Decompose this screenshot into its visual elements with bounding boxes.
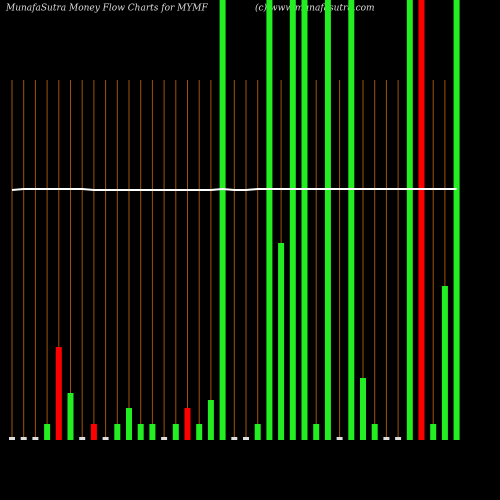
bar xyxy=(207,400,214,440)
bar xyxy=(441,286,448,440)
bar xyxy=(44,424,51,440)
bar xyxy=(336,437,343,440)
bar xyxy=(9,437,15,440)
bar xyxy=(55,347,62,440)
bar xyxy=(254,424,261,440)
bar xyxy=(301,0,308,440)
bar xyxy=(126,408,132,440)
bar xyxy=(137,424,144,440)
bar xyxy=(90,424,97,440)
bar xyxy=(231,437,238,440)
bar xyxy=(418,0,425,440)
bar xyxy=(67,393,74,440)
bar xyxy=(266,0,273,440)
bar xyxy=(79,437,86,440)
bar xyxy=(383,437,390,440)
bar xyxy=(20,437,27,440)
bar xyxy=(430,424,437,440)
bar xyxy=(161,437,168,440)
bar xyxy=(324,0,331,440)
bar xyxy=(102,437,109,440)
bar xyxy=(348,0,355,440)
bar xyxy=(149,424,156,440)
bar xyxy=(32,437,39,440)
bar xyxy=(219,0,226,440)
money-flow-line xyxy=(11,187,457,191)
bar xyxy=(243,437,249,440)
bar xyxy=(371,424,378,440)
chart-title: MunafaSutra Money Flow Charts for MYMF xyxy=(5,4,209,14)
bar xyxy=(395,437,402,440)
bar xyxy=(278,243,285,440)
bar xyxy=(453,0,460,440)
bar xyxy=(184,408,191,440)
bar xyxy=(196,424,203,440)
bar xyxy=(114,424,121,440)
bar xyxy=(172,424,179,440)
bar xyxy=(289,0,296,440)
bar xyxy=(406,0,413,440)
bar xyxy=(313,424,320,440)
bar xyxy=(360,378,366,440)
watermark: (c) www.munafasutra.com xyxy=(255,3,375,14)
